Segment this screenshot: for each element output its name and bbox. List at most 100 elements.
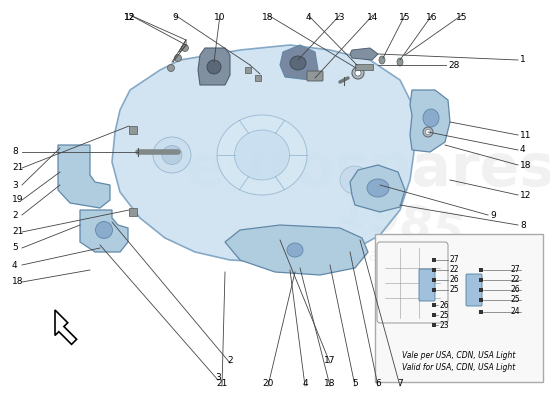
Ellipse shape bbox=[355, 70, 361, 76]
Polygon shape bbox=[280, 45, 318, 80]
Text: 21: 21 bbox=[12, 164, 23, 172]
Text: 17: 17 bbox=[324, 356, 336, 365]
Bar bbox=[432, 303, 436, 307]
Text: 1: 1 bbox=[520, 56, 526, 64]
Bar bbox=[432, 268, 436, 272]
Text: 1985: 1985 bbox=[331, 189, 469, 261]
Text: 28: 28 bbox=[448, 60, 459, 70]
Bar bbox=[479, 278, 483, 282]
Text: 8: 8 bbox=[520, 220, 526, 230]
Ellipse shape bbox=[234, 130, 289, 180]
Ellipse shape bbox=[287, 243, 303, 257]
Text: 4: 4 bbox=[12, 260, 18, 270]
Text: 21: 21 bbox=[216, 379, 228, 388]
Text: 15: 15 bbox=[456, 13, 468, 22]
Bar bbox=[479, 268, 483, 272]
Text: 25: 25 bbox=[450, 286, 460, 294]
Bar bbox=[432, 323, 436, 327]
Polygon shape bbox=[410, 90, 450, 152]
Bar bbox=[129, 126, 137, 134]
Text: 27: 27 bbox=[510, 266, 520, 274]
Text: 4: 4 bbox=[305, 13, 311, 22]
Text: 18: 18 bbox=[520, 160, 531, 170]
Ellipse shape bbox=[426, 130, 431, 134]
Text: 18: 18 bbox=[12, 278, 24, 286]
Text: 6: 6 bbox=[375, 379, 381, 388]
Text: 9: 9 bbox=[172, 13, 178, 22]
Polygon shape bbox=[80, 210, 128, 252]
Ellipse shape bbox=[423, 127, 433, 137]
FancyBboxPatch shape bbox=[419, 269, 435, 301]
Text: Vale per USA, CDN, USA Light: Vale per USA, CDN, USA Light bbox=[402, 352, 516, 360]
Bar bbox=[479, 288, 483, 292]
Polygon shape bbox=[350, 48, 378, 60]
Ellipse shape bbox=[153, 137, 191, 173]
Text: 26: 26 bbox=[510, 286, 520, 294]
Bar bbox=[432, 313, 436, 317]
Bar bbox=[129, 208, 137, 216]
Text: 4: 4 bbox=[520, 146, 526, 154]
Bar bbox=[432, 278, 436, 282]
Text: 2: 2 bbox=[227, 356, 233, 365]
Text: 13: 13 bbox=[334, 13, 346, 22]
Text: 4: 4 bbox=[302, 379, 308, 388]
Ellipse shape bbox=[379, 56, 385, 64]
Text: 26: 26 bbox=[440, 300, 450, 310]
Text: 25: 25 bbox=[510, 296, 520, 304]
Text: a passion for parts: a passion for parts bbox=[236, 219, 404, 271]
Ellipse shape bbox=[182, 44, 189, 52]
Ellipse shape bbox=[423, 109, 439, 127]
Ellipse shape bbox=[217, 115, 307, 195]
Polygon shape bbox=[58, 145, 110, 208]
Text: 9: 9 bbox=[490, 210, 496, 220]
Text: 15: 15 bbox=[399, 13, 411, 22]
Bar bbox=[432, 288, 436, 292]
Ellipse shape bbox=[174, 54, 182, 62]
Bar bbox=[255, 75, 261, 81]
Text: 19: 19 bbox=[12, 196, 24, 204]
FancyBboxPatch shape bbox=[466, 274, 482, 306]
Ellipse shape bbox=[96, 222, 113, 238]
Text: 22: 22 bbox=[510, 276, 520, 284]
Text: 7: 7 bbox=[397, 379, 403, 388]
Bar bbox=[432, 258, 436, 262]
Text: 23: 23 bbox=[440, 320, 450, 330]
Ellipse shape bbox=[162, 146, 182, 164]
Text: 18: 18 bbox=[324, 379, 336, 388]
Polygon shape bbox=[198, 48, 230, 85]
Text: 5: 5 bbox=[352, 379, 358, 388]
Polygon shape bbox=[55, 310, 76, 344]
Text: 12: 12 bbox=[124, 13, 136, 22]
Ellipse shape bbox=[290, 56, 306, 70]
Text: 12: 12 bbox=[520, 190, 531, 200]
Ellipse shape bbox=[168, 64, 174, 72]
Text: 21: 21 bbox=[12, 228, 23, 236]
Text: 11: 11 bbox=[520, 130, 531, 140]
Text: 24: 24 bbox=[510, 308, 520, 316]
Text: 18: 18 bbox=[262, 13, 274, 22]
Ellipse shape bbox=[352, 67, 364, 79]
Text: 26: 26 bbox=[450, 276, 460, 284]
Bar bbox=[245, 67, 251, 73]
Text: 12: 12 bbox=[124, 13, 136, 22]
Ellipse shape bbox=[207, 60, 221, 74]
Polygon shape bbox=[350, 165, 405, 212]
Text: Valid for USA, CDN, USA Light: Valid for USA, CDN, USA Light bbox=[403, 364, 516, 372]
Bar bbox=[375, 234, 543, 382]
Text: 2: 2 bbox=[12, 210, 18, 220]
Ellipse shape bbox=[340, 166, 370, 194]
Text: 20: 20 bbox=[262, 379, 274, 388]
Text: 22: 22 bbox=[450, 266, 459, 274]
Bar bbox=[479, 298, 483, 302]
Text: 3: 3 bbox=[12, 180, 18, 190]
Text: 16: 16 bbox=[426, 13, 438, 22]
Bar bbox=[479, 310, 483, 314]
Polygon shape bbox=[225, 225, 368, 275]
Ellipse shape bbox=[367, 179, 389, 197]
Text: 8: 8 bbox=[12, 148, 18, 156]
Text: 14: 14 bbox=[367, 13, 379, 22]
Text: eurospares: eurospares bbox=[185, 142, 550, 198]
Text: 3: 3 bbox=[215, 373, 221, 382]
Text: 25: 25 bbox=[440, 310, 450, 320]
FancyBboxPatch shape bbox=[307, 71, 323, 81]
